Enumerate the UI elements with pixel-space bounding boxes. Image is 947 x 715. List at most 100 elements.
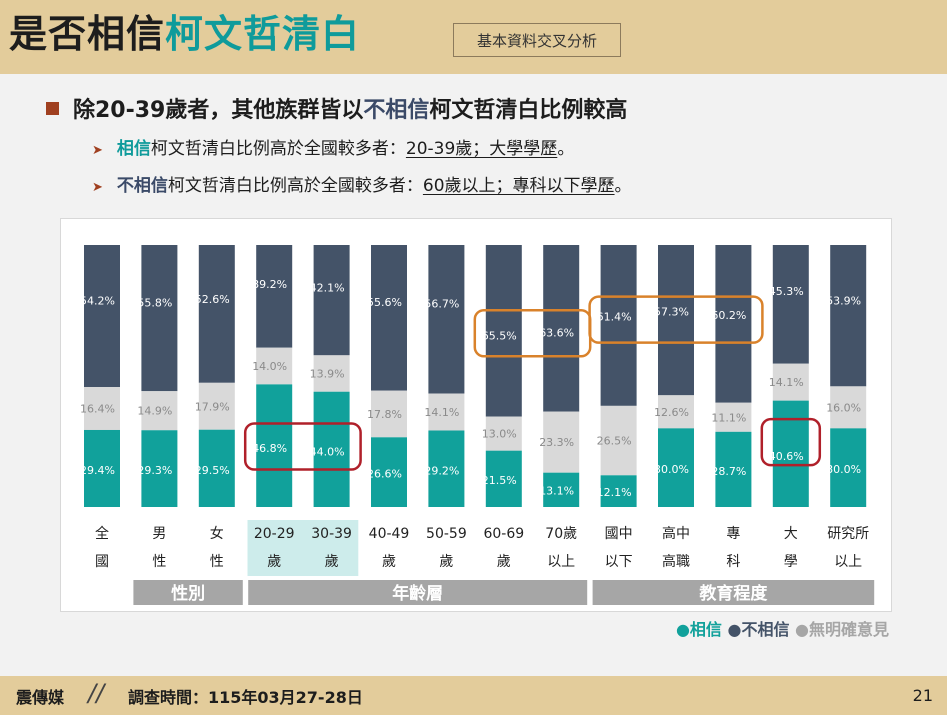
data-label-neutral: 12.6% <box>654 406 689 419</box>
bar-distrust <box>543 245 580 412</box>
group-label: 性別 <box>171 583 205 604</box>
category-label-line2: 學 <box>784 554 798 570</box>
bar-neutral <box>371 390 407 438</box>
bar-trust <box>313 391 350 507</box>
sub-bullet-trust: ➤ 相信柯文哲清白比例高於全國較多者：20-39歲；大學學歷。 <box>92 134 574 159</box>
highlight-annotation-box <box>243 422 362 471</box>
category-label-line1: 大 <box>784 526 798 542</box>
data-label-trust: 40.6% <box>769 450 804 463</box>
data-label-neutral: 23.3% <box>539 436 574 449</box>
main-bullet: 除20-39歲者，其他族群皆以不相信柯文哲清白比例較高 <box>46 92 627 124</box>
sub1-mid: 柯文哲清白比例高於全國較多者： <box>150 139 406 159</box>
sub1-strong: 相信 <box>116 139 151 159</box>
data-label-distrust: 53.9% <box>826 294 861 307</box>
bar-distrust <box>428 245 465 394</box>
data-label-distrust: 65.5% <box>482 329 517 342</box>
data-label-distrust: 55.6% <box>367 296 402 309</box>
data-label-distrust: 57.3% <box>654 306 689 319</box>
bar-distrust <box>715 245 752 403</box>
title-part2: 柯文哲清白 <box>165 12 361 56</box>
category-label-line1: 50-59 <box>426 526 467 542</box>
data-label-trust: 29.3% <box>137 464 172 477</box>
data-label-trust: 28.7% <box>711 465 746 478</box>
bar-trust <box>371 437 407 507</box>
sub2-strong: 不相信 <box>116 176 168 196</box>
highlight-annotation-box <box>760 417 822 467</box>
data-label-neutral: 14.1% <box>769 376 804 389</box>
category-label-line2: 國 <box>95 554 109 570</box>
bar-neutral <box>428 393 465 431</box>
category-label-line2: 歲 <box>325 554 339 570</box>
category-label-line1: 高中 <box>662 525 690 542</box>
data-label-neutral: 17.9% <box>195 400 230 413</box>
category-label-line2: 以上 <box>834 554 862 570</box>
bar-trust <box>658 428 694 507</box>
sub1-underlined: 20-39歲；大學學歷 <box>405 139 558 159</box>
data-label-distrust: 55.8% <box>137 296 172 309</box>
bar-neutral <box>198 382 235 430</box>
category-label-line1: 男 <box>152 526 166 542</box>
bar-distrust <box>313 245 350 356</box>
category-label-line2: 性 <box>210 554 224 570</box>
bar-distrust <box>141 245 178 392</box>
bar-distrust <box>198 245 235 383</box>
sub2-mid: 柯文哲清白比例高於全國較多者： <box>167 176 423 196</box>
bar-trust <box>198 429 235 507</box>
category-label-line1: 20-29 <box>254 526 295 542</box>
bar-neutral <box>658 395 694 429</box>
data-label-trust: 30.0% <box>654 463 689 476</box>
bar-trust <box>256 384 293 507</box>
data-label-neutral: 16.0% <box>826 401 861 414</box>
group-label: 年齡層 <box>392 583 443 604</box>
bar-distrust <box>772 245 809 364</box>
bar-neutral <box>830 386 867 429</box>
data-label-distrust: 39.2% <box>252 278 287 291</box>
category-label-line1: 女 <box>210 525 224 542</box>
category-label-line1: 研究所 <box>827 526 869 542</box>
bar-neutral <box>256 347 293 385</box>
bar-neutral <box>313 355 350 392</box>
data-label-trust: 12.1% <box>597 486 632 499</box>
data-label-distrust: 45.3% <box>769 285 804 298</box>
category-label-line2: 以上 <box>547 554 575 570</box>
bar-trust <box>543 472 580 507</box>
bar-neutral <box>543 411 580 473</box>
category-label-line2: 歲 <box>267 554 281 570</box>
data-label-distrust: 52.6% <box>195 293 230 306</box>
highlight-annotation-box <box>588 295 764 344</box>
data-label-neutral: 14.9% <box>137 405 172 418</box>
bar-distrust <box>371 245 407 391</box>
data-label-trust: 29.2% <box>424 464 459 477</box>
data-label-distrust: 54.2% <box>80 295 115 308</box>
bar-distrust <box>600 245 637 406</box>
category-label-line1: 全 <box>95 525 109 542</box>
main-text-2: 不相信 <box>363 98 430 123</box>
data-label-trust: 44.0% <box>310 446 345 459</box>
data-label-trust: 30.0% <box>826 463 861 476</box>
category-label-line1: 30-39 <box>311 526 352 542</box>
legend-trust: ●相信 <box>675 620 722 639</box>
category-label-line1: 專 <box>726 526 740 542</box>
bar-trust <box>600 475 637 507</box>
category-label-line2: 歲 <box>497 554 511 570</box>
footer-bar <box>0 676 947 715</box>
header-bar <box>0 0 947 74</box>
data-label-neutral: 14.1% <box>424 406 459 419</box>
bar-trust <box>715 431 752 507</box>
square-bullet-icon <box>46 102 59 115</box>
data-label-distrust: 63.6% <box>539 327 574 340</box>
category-label-line1: 國中 <box>605 526 633 542</box>
category-label-line2: 歲 <box>439 554 453 570</box>
group-bar <box>133 580 243 605</box>
category-label-line2: 性 <box>152 554 166 570</box>
bar-trust <box>141 430 178 507</box>
data-label-trust: 13.1% <box>539 485 574 498</box>
sub2-underlined: 60歲以上；專科以下學歷 <box>422 176 615 196</box>
chart-legend: ●相信 ●不相信 ●無明確意見 <box>676 616 889 640</box>
bar-distrust <box>830 245 867 387</box>
highlight-band <box>247 520 359 576</box>
data-label-trust: 46.8% <box>252 442 287 455</box>
data-label-distrust: 42.1% <box>310 281 345 294</box>
page-number: 21 <box>912 686 933 705</box>
